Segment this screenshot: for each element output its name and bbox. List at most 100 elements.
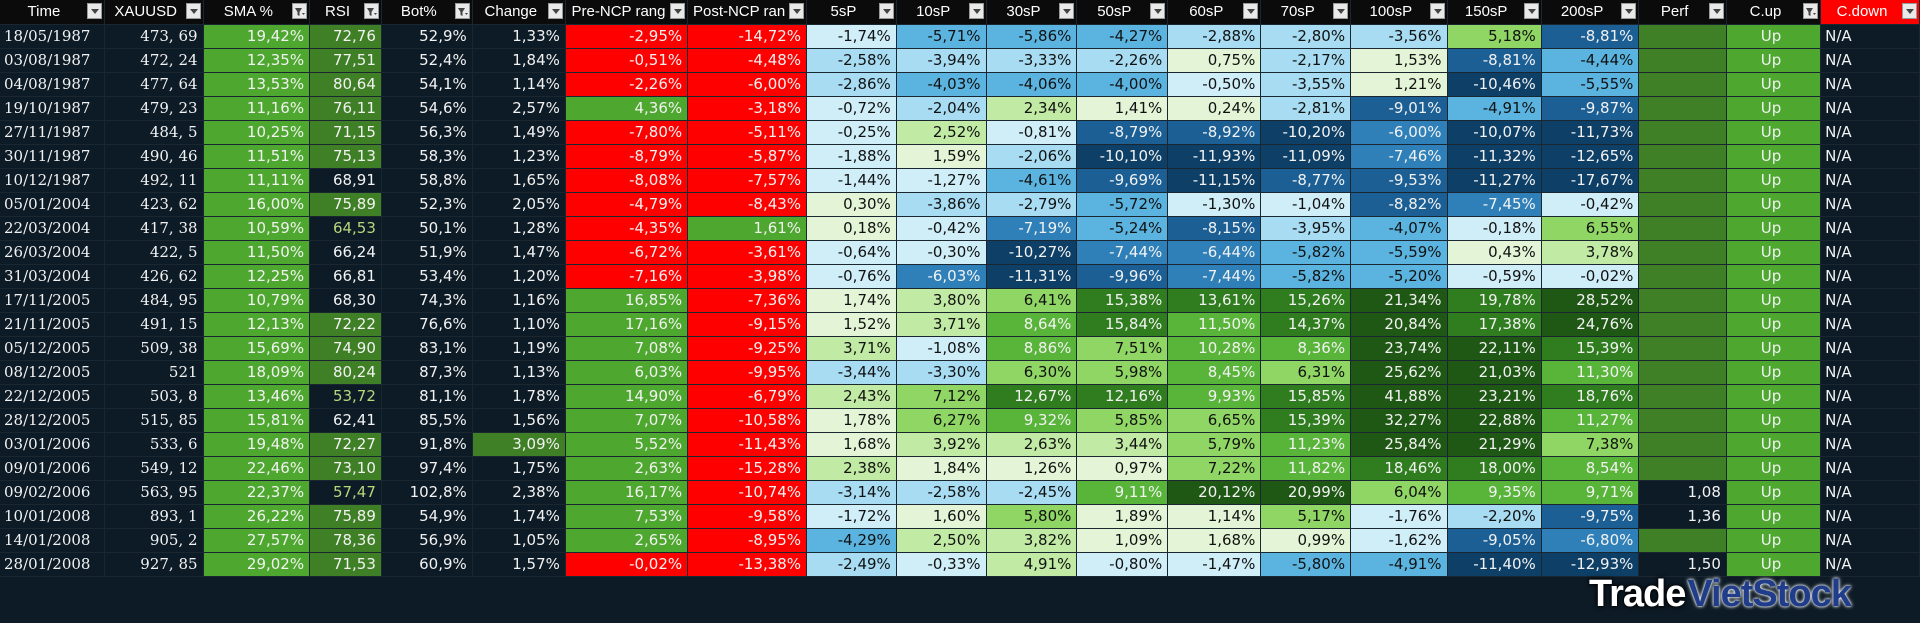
cell-30sp[interactable]: -4,61%	[986, 168, 1078, 193]
cell-200sp[interactable]: 9,71%	[1541, 480, 1640, 505]
cell-bot[interactable]: 58,3%	[381, 144, 473, 169]
cell-bot[interactable]: 91,8%	[381, 432, 473, 457]
cell-5sp[interactable]: 0,30%	[806, 192, 897, 217]
cell-60sp[interactable]: -1,47%	[1167, 552, 1262, 577]
cell-pre-ncp-rang[interactable]: -7,80%	[565, 120, 689, 145]
cell-xauusd[interactable]: 422, 5	[104, 240, 204, 265]
cell-perf[interactable]	[1638, 408, 1727, 433]
cell-100sp[interactable]: -5,59%	[1350, 240, 1448, 265]
cell-100sp[interactable]: 41,88%	[1350, 384, 1448, 409]
cell-change[interactable]: 1,84%	[472, 48, 566, 73]
cell-100sp[interactable]: -8,82%	[1350, 192, 1448, 217]
filter-dropdown-icon[interactable]	[670, 3, 686, 19]
cell-200sp[interactable]: 3,78%	[1541, 240, 1640, 265]
cell-post-ncp-ran[interactable]: -14,72%	[687, 24, 808, 49]
cell-xauusd[interactable]: 473, 69	[104, 24, 204, 49]
cell-150sp[interactable]: 5,18%	[1447, 24, 1542, 49]
cell-100sp[interactable]: -9,53%	[1350, 168, 1448, 193]
cell-perf[interactable]: 1,08	[1638, 480, 1727, 505]
cell-change[interactable]: 1,20%	[472, 264, 566, 289]
cell-50sp[interactable]: 0,97%	[1076, 456, 1169, 481]
cell-xauusd[interactable]: 490, 46	[104, 144, 204, 169]
cell-bot[interactable]: 85,5%	[381, 408, 473, 433]
cell-post-ncp-ran[interactable]: -9,25%	[687, 336, 808, 361]
cell-sma[interactable]: 19,48%	[203, 432, 311, 457]
cell-sma[interactable]: 15,81%	[203, 408, 311, 433]
cell-time[interactable]: 27/11/1987	[0, 120, 105, 145]
cell-change[interactable]: 2,38%	[472, 480, 566, 505]
cell-rsi[interactable]: 77,51	[309, 48, 382, 73]
cell-10sp[interactable]: 7,12%	[896, 384, 987, 409]
cell-100sp[interactable]: -3,56%	[1350, 24, 1448, 49]
cell-100sp[interactable]: 1,21%	[1350, 72, 1448, 97]
cell-150sp[interactable]: -0,59%	[1447, 264, 1542, 289]
cell-5sp[interactable]: -1,44%	[806, 168, 897, 193]
cell-100sp[interactable]: 20,84%	[1350, 312, 1448, 337]
cell-sma[interactable]: 10,79%	[203, 288, 311, 313]
cell-change[interactable]: 1,57%	[472, 552, 566, 577]
cell-c-down[interactable]: N/A	[1820, 168, 1920, 193]
cell-100sp[interactable]: -4,07%	[1350, 216, 1448, 241]
cell-sma[interactable]: 16,00%	[203, 192, 311, 217]
cell-bot[interactable]: 52,9%	[381, 24, 473, 49]
cell-rsi[interactable]: 53,72	[309, 384, 382, 409]
cell-50sp[interactable]: 1,89%	[1076, 504, 1169, 529]
cell-time[interactable]: 03/08/1987	[0, 48, 105, 73]
cell-xauusd[interactable]: 927, 85	[104, 552, 204, 577]
cell-c-down[interactable]: N/A	[1820, 216, 1920, 241]
cell-200sp[interactable]: 11,30%	[1541, 360, 1640, 385]
cell-change[interactable]: 1,75%	[472, 456, 566, 481]
cell-200sp[interactable]: -6,80%	[1541, 528, 1640, 553]
cell-60sp[interactable]: 1,14%	[1167, 504, 1262, 529]
cell-150sp[interactable]: 22,11%	[1447, 336, 1542, 361]
cell-150sp[interactable]: -11,40%	[1447, 552, 1542, 577]
cell-70sp[interactable]: 0,99%	[1260, 528, 1352, 553]
cell-50sp[interactable]: 5,85%	[1076, 408, 1169, 433]
cell-5sp[interactable]: -3,44%	[806, 360, 897, 385]
cell-100sp[interactable]: -4,91%	[1350, 552, 1448, 577]
cell-100sp[interactable]: 32,27%	[1350, 408, 1448, 433]
cell-post-ncp-ran[interactable]: -7,36%	[687, 288, 808, 313]
cell-10sp[interactable]: -3,86%	[896, 192, 987, 217]
cell-200sp[interactable]: -8,81%	[1541, 24, 1640, 49]
cell-150sp[interactable]: 0,43%	[1447, 240, 1542, 265]
cell-post-ncp-ran[interactable]: -10,58%	[687, 408, 808, 433]
filter-dropdown-icon[interactable]	[1243, 3, 1259, 19]
cell-rsi[interactable]: 66,24	[309, 240, 382, 265]
cell-c-up[interactable]: Up	[1726, 456, 1822, 481]
cell-perf[interactable]	[1638, 168, 1727, 193]
cell-30sp[interactable]: 2,34%	[986, 96, 1078, 121]
cell-70sp[interactable]: 6,31%	[1260, 360, 1352, 385]
cell-xauusd[interactable]: 549, 12	[104, 456, 204, 481]
cell-150sp[interactable]: -0,18%	[1447, 216, 1542, 241]
cell-70sp[interactable]: 11,82%	[1260, 456, 1352, 481]
cell-30sp[interactable]: 2,63%	[986, 432, 1078, 457]
cell-xauusd[interactable]: 563, 95	[104, 480, 204, 505]
cell-time[interactable]: 09/02/2006	[0, 480, 105, 505]
cell-100sp[interactable]: -1,62%	[1350, 528, 1448, 553]
cell-200sp[interactable]: -12,65%	[1541, 144, 1640, 169]
cell-c-down[interactable]: N/A	[1820, 24, 1920, 49]
cell-bot[interactable]: 56,9%	[381, 528, 473, 553]
cell-30sp[interactable]: -2,79%	[986, 192, 1078, 217]
cell-200sp[interactable]: -0,42%	[1541, 192, 1640, 217]
cell-50sp[interactable]: 15,84%	[1076, 312, 1169, 337]
cell-bot[interactable]: 53,4%	[381, 264, 473, 289]
cell-150sp[interactable]: 17,38%	[1447, 312, 1542, 337]
cell-50sp[interactable]: -9,96%	[1076, 264, 1169, 289]
cell-70sp[interactable]: 15,39%	[1260, 408, 1352, 433]
cell-50sp[interactable]: 15,38%	[1076, 288, 1169, 313]
cell-sma[interactable]: 10,25%	[203, 120, 311, 145]
cell-rsi[interactable]: 68,30	[309, 288, 382, 313]
cell-100sp[interactable]: -9,01%	[1350, 96, 1448, 121]
cell-change[interactable]: 1,56%	[472, 408, 566, 433]
cell-sma[interactable]: 10,59%	[203, 216, 311, 241]
cell-200sp[interactable]: 24,76%	[1541, 312, 1640, 337]
cell-c-up[interactable]: Up	[1726, 480, 1822, 505]
cell-150sp[interactable]: 18,00%	[1447, 456, 1542, 481]
cell-perf[interactable]	[1638, 360, 1727, 385]
cell-50sp[interactable]: 1,09%	[1076, 528, 1169, 553]
cell-post-ncp-ran[interactable]: -3,61%	[687, 240, 808, 265]
cell-150sp[interactable]: 21,03%	[1447, 360, 1542, 385]
cell-150sp[interactable]: -4,91%	[1447, 96, 1542, 121]
